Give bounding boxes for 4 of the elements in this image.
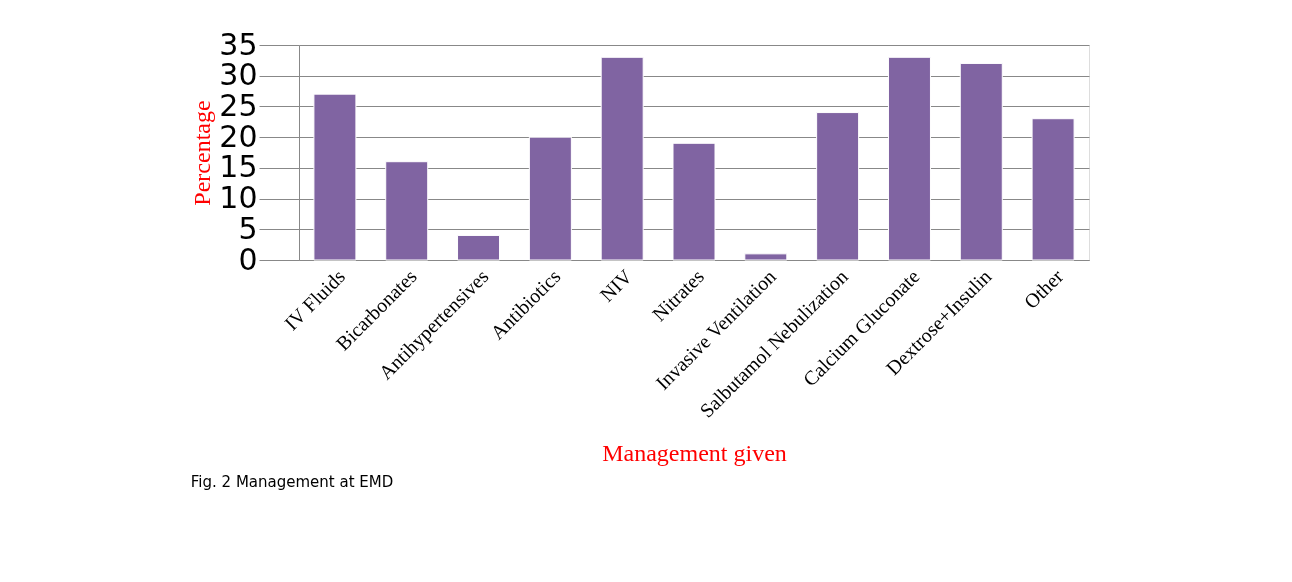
y-axis-title: Percentage: [189, 100, 216, 206]
x-tick-label: NIV: [595, 264, 637, 306]
x-axis-title: Management given: [602, 439, 787, 466]
caption: Fig. 2 Management at EMD: [190, 473, 394, 492]
